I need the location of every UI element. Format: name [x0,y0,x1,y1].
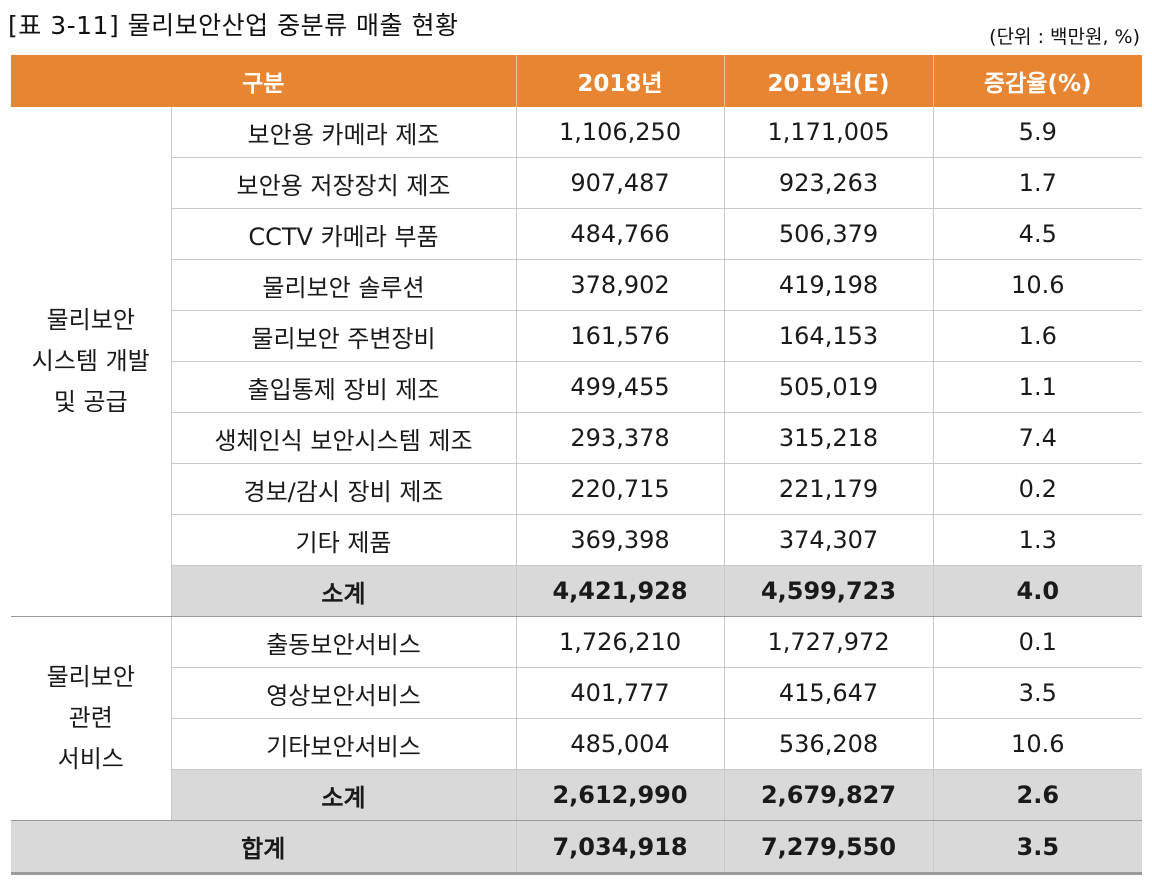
value-2019: 536,208 [723,718,934,770]
group-label-line: 시스템 개발 [31,347,150,375]
value-2019: 419,198 [723,259,934,311]
item-name: 출동보안서비스 [170,616,517,668]
table-body: 물리보안 시스템 개발 및 공급 보안용 카메라 제조 1,106,250 1,171,0… [11,107,1143,875]
item-name: 보안용 저장장치 제조 [170,157,517,209]
header-row: 구분 2018년 2019년(E) 증감율(%) [11,55,1143,107]
value-2018: 378,902 [515,259,725,311]
table-row: 생체인식 보안시스템 제조 293,378 315,218 7.4 [11,412,1143,464]
value-2018: 907,487 [515,157,725,209]
growth-rate: 5.9 [932,107,1143,158]
header-2019: 2019년(E) [723,55,934,107]
growth-rate: 10.6 [932,718,1143,770]
subtotal-2018: 2,612,990 [515,769,725,821]
value-2019: 374,307 [723,514,934,566]
table-row: 보안용 저장장치 제조 907,487 923,263 1.7 [11,157,1143,209]
table-row: 기타보안서비스 485,004 536,208 10.6 [11,718,1143,770]
value-2018: 1,726,210 [515,616,725,668]
value-2019: 923,263 [723,157,934,209]
growth-rate: 7.4 [932,412,1143,464]
growth-rate: 1.6 [932,310,1143,362]
table-row: 경보/감시 장비 제조 220,715 221,179 0.2 [11,463,1143,515]
table-row: 물리보안 솔루션 378,902 419,198 10.6 [11,259,1143,311]
item-name: 기타 제품 [170,514,517,566]
growth-rate: 3.5 [932,667,1143,719]
value-2018: 499,455 [515,361,725,413]
group-label-line: 서비스 [57,745,124,773]
header-growth: 증감율(%) [932,55,1143,107]
value-2019: 505,019 [723,361,934,413]
value-2019: 315,218 [723,412,934,464]
total-2018: 7,034,918 [515,820,725,875]
value-2019: 1,171,005 [723,107,934,158]
subtotal-row: 소계 4,421,928 4,599,723 4.0 [11,565,1143,617]
subtotal-2019: 2,679,827 [723,769,934,821]
total-2019: 7,279,550 [723,820,934,875]
header-2018: 2018년 [515,55,725,107]
item-name: 생체인식 보안시스템 제조 [170,412,517,464]
item-name: 기타보안서비스 [170,718,517,770]
total-row: 합계 7,034,918 7,279,550 3.5 [11,820,1143,875]
table-row: 기타 제품 369,398 374,307 1.3 [11,514,1143,566]
item-name: CCTV 카메라 부품 [170,208,517,260]
table-row: CCTV 카메라 부품 484,766 506,379 4.5 [11,208,1143,260]
subtotal-label: 소계 [170,565,517,617]
group-label-line: 및 공급 [53,388,128,416]
group-label-line: 물리보안 [46,663,135,691]
value-2018: 1,106,250 [515,107,725,158]
item-name: 경보/감시 장비 제조 [170,463,517,515]
table-row: 물리보안 주변장비 161,576 164,153 1.6 [11,310,1143,362]
value-2019: 164,153 [723,310,934,362]
subtotal-growth: 2.6 [932,769,1143,821]
value-2019: 221,179 [723,463,934,515]
subtotal-2019: 4,599,723 [723,565,934,617]
table-row: 물리보안 관련 서비스 출동보안서비스 1,726,210 1,727,972 0.1 [11,616,1143,821]
value-2019: 1,727,972 [723,616,934,668]
total-label: 합계 [11,820,517,875]
table-row: 출입통제 장비 제조 499,455 505,019 1.1 [11,361,1143,413]
group-label-line: 관련 [68,704,113,732]
growth-rate: 0.2 [932,463,1143,515]
value-2018: 293,378 [515,412,725,464]
table-caption: [표 3-11] 물리보안산업 중분류 매출 현황 [8,11,459,40]
growth-rate: 1.1 [932,361,1143,413]
growth-rate: 1.3 [932,514,1143,566]
item-name: 물리보안 주변장비 [170,310,517,362]
sales-table: 구분 2018년 2019년(E) 증감율(%) 물리보안 시스템 개발 및 공급 보… [11,55,1143,875]
subtotal-label: 소계 [170,769,517,821]
item-name: 출입통제 장비 제조 [170,361,517,413]
value-2018: 485,004 [515,718,725,770]
subtotal-growth: 4.0 [932,565,1143,617]
value-2018: 484,766 [515,208,725,260]
total-growth: 3.5 [932,820,1143,875]
item-name: 보안용 카메라 제조 [170,107,517,158]
item-name: 물리보안 솔루션 [170,259,517,311]
item-name: 영상보안서비스 [170,667,517,719]
unit-label: (단위 : 백만원, %) [989,26,1140,48]
value-2018: 220,715 [515,463,725,515]
value-2019: 506,379 [723,208,934,260]
group-label-line: 물리보안 [46,306,135,334]
table-row: 영상보안서비스 401,777 415,647 3.5 [11,667,1143,719]
header-category: 구분 [11,55,517,107]
value-2019: 415,647 [723,667,934,719]
subtotal-2018: 4,421,928 [515,565,725,617]
growth-rate: 0.1 [932,616,1143,668]
table-row: 물리보안 시스템 개발 및 공급 보안용 카메라 제조 1,106,250 1,171,0… [11,107,1143,617]
growth-rate: 10.6 [932,259,1143,311]
subtotal-row: 소계 2,612,990 2,679,827 2.6 [11,769,1143,821]
growth-rate: 4.5 [932,208,1143,260]
value-2018: 369,398 [515,514,725,566]
growth-rate: 1.7 [932,157,1143,209]
value-2018: 401,777 [515,667,725,719]
value-2018: 161,576 [515,310,725,362]
